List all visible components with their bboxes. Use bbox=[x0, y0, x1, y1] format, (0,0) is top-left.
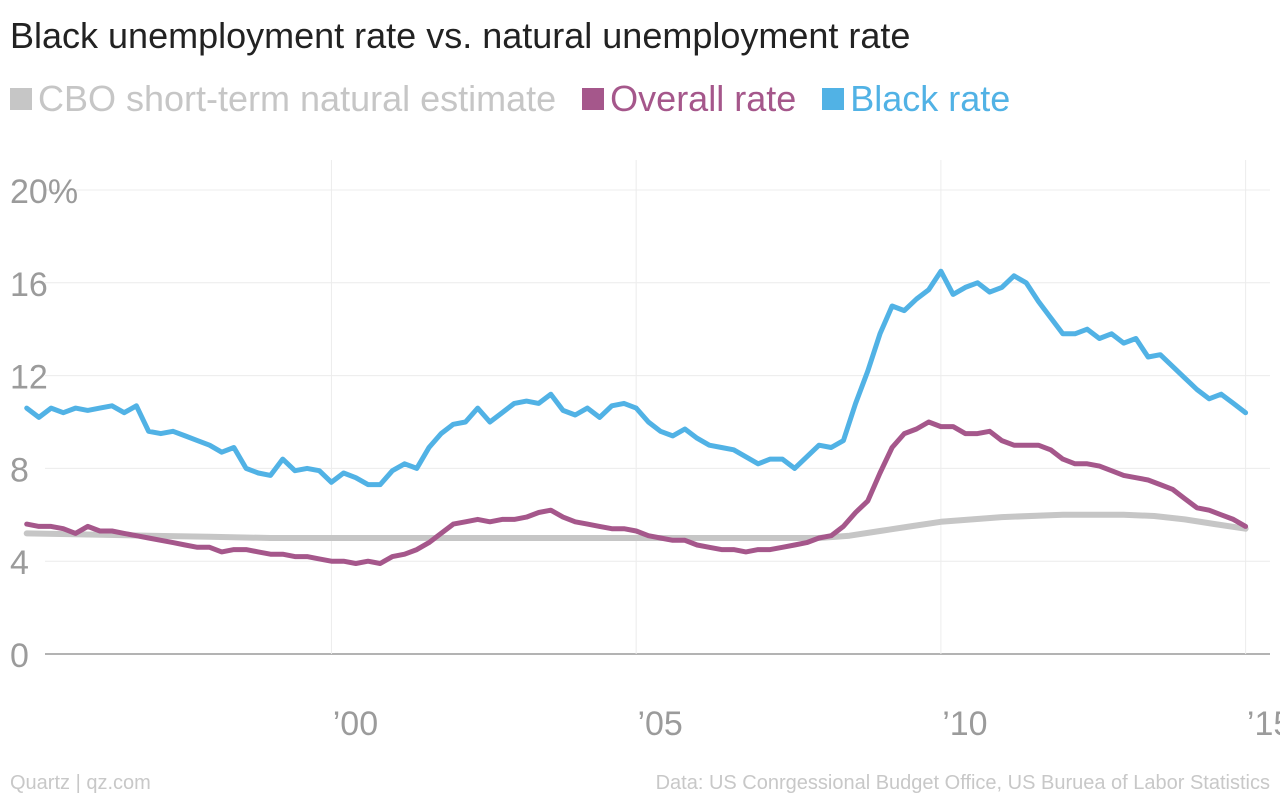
grid-layer bbox=[45, 160, 1270, 655]
y-tick-label: 8 bbox=[10, 451, 29, 489]
cbo-natural-rate-line bbox=[23, 511, 1249, 541]
y-tick-label: 16 bbox=[10, 266, 48, 304]
legend-item-overall: Overall rate bbox=[582, 77, 796, 121]
legend-label-black: Black rate bbox=[850, 78, 1011, 119]
black-rate-line bbox=[24, 268, 1249, 488]
x-tick-label: ’10 bbox=[942, 705, 987, 743]
series-layer bbox=[23, 268, 1249, 566]
legend-label-cbo: CBO short-term natural estimate bbox=[38, 78, 557, 119]
y-tick-label: 4 bbox=[10, 544, 29, 582]
x-tick-label: ’00 bbox=[333, 705, 378, 743]
legend-item-black: Black rate bbox=[822, 77, 1010, 121]
source-credit: Quartz | qz.com bbox=[10, 772, 151, 794]
y-tick-label: 0 bbox=[10, 637, 29, 675]
legend-label-overall: Overall rate bbox=[610, 78, 797, 119]
legend-swatch-overall bbox=[582, 88, 605, 110]
x-tick-label: ’15 bbox=[1247, 705, 1280, 743]
data-source-note: Data: US Conrgessional Budget Office, US… bbox=[655, 772, 1270, 794]
legend-item-cbo: CBO short-term natural estimate bbox=[10, 77, 556, 121]
x-tick-label: ’05 bbox=[637, 705, 682, 743]
legend-swatch-cbo bbox=[10, 88, 32, 110]
legend-swatch-black bbox=[822, 88, 845, 110]
overall-rate-line bbox=[24, 419, 1249, 566]
y-tick-label: 20% bbox=[10, 173, 78, 211]
chart-title: Black unemployment rate vs. natural unem… bbox=[10, 15, 911, 56]
chart-legend: CBO short-term natural estimate Overall … bbox=[10, 76, 1036, 122]
axis-layer: 0 4 8 12 16 20% ’00 ’05 ’10 ’15 bbox=[10, 173, 1280, 743]
y-tick-label: 12 bbox=[10, 359, 48, 397]
